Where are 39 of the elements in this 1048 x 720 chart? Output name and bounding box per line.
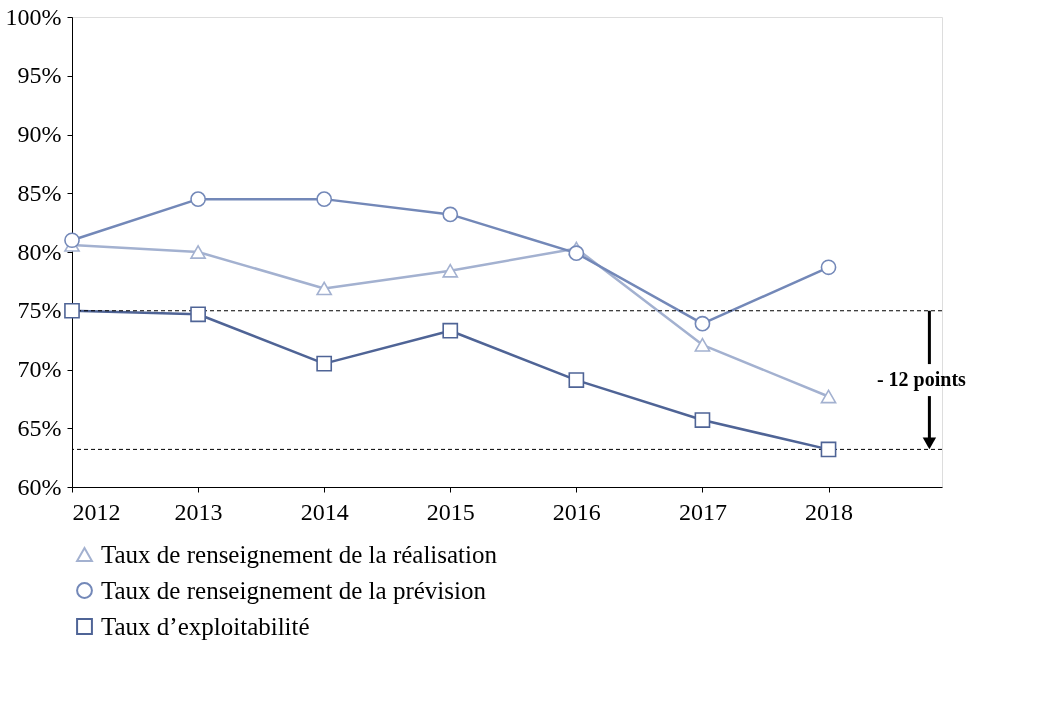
point [442,263,459,278]
y-tick-label: 80% [17,238,62,265]
point [694,315,711,332]
y-tick-label: 65% [17,414,62,441]
x-tick-label: 2014 [300,498,349,525]
point [64,302,80,319]
point [568,245,585,262]
x-tick-label: 2016 [552,498,601,525]
y-tick-label: 60% [17,473,62,500]
point [442,322,459,339]
point [190,306,206,323]
point [694,337,711,352]
point [64,232,80,249]
y-tick-label: 90% [17,121,62,147]
x-tick-label: 2015 [426,498,475,525]
legend-label: Taux d’exploitabilité [101,612,310,640]
x-tick-label: 2012 [72,498,121,525]
y-tick-label: 95% [17,62,62,89]
x-tick-label: 2017 [678,498,727,525]
point [442,206,459,223]
y-tick-label: 70% [17,356,62,382]
y-tick-label: 75% [17,297,62,324]
point [820,259,837,276]
point [820,389,837,404]
x-tick-label: 2013 [174,498,223,525]
y-tick-label: 85% [17,179,62,206]
legend-label: Taux de renseignement de la prévision [101,576,487,604]
legend-label: Taux de renseignement de la réalisation [101,540,498,568]
point [820,441,837,458]
point [190,191,206,207]
y-tick-label: 100% [5,3,62,30]
annotation: - 12 points [876,368,967,392]
x-tick-label: 2018 [805,498,854,525]
point [316,281,333,296]
point [316,355,333,372]
point [190,245,206,259]
point [568,372,585,388]
point [694,412,711,428]
point [316,191,333,207]
